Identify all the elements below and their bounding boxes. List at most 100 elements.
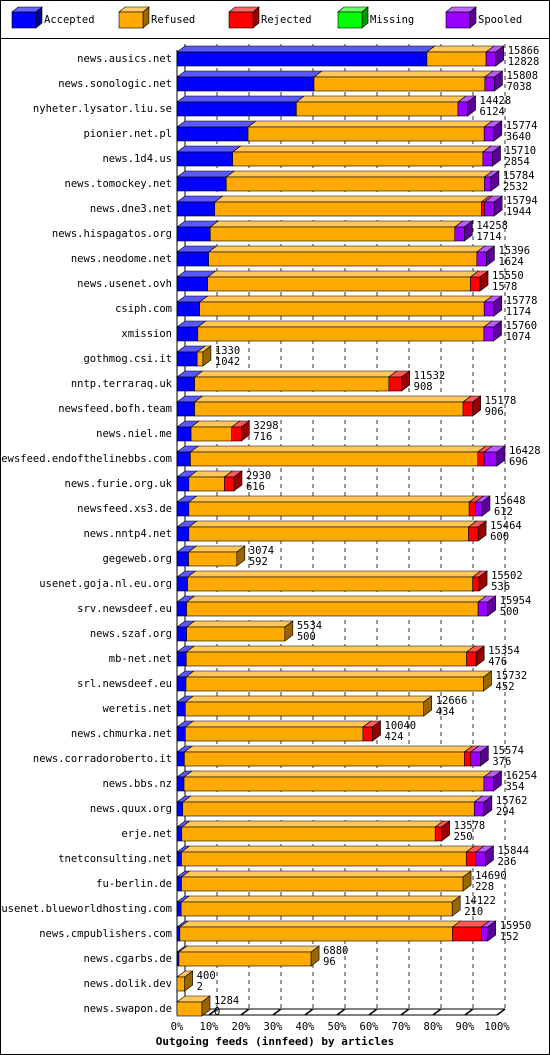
category-label: news.dolik.dev: [83, 978, 172, 990]
bar-segment: [483, 126, 495, 142]
total-label: 15464: [490, 520, 522, 532]
accepted-label: 424: [385, 731, 404, 743]
bar-side: [479, 270, 489, 292]
accepted-label: 236: [497, 856, 516, 868]
bar-side: [487, 595, 497, 617]
total-label: 3298: [253, 420, 278, 432]
bar-segment: [176, 326, 199, 342]
bar-segment: [176, 626, 187, 642]
accepted-label: 716: [253, 431, 272, 443]
total-label: 15550: [492, 270, 524, 282]
bar-segment: [176, 726, 186, 742]
bar-segment: [209, 226, 456, 242]
category-label: news.1d4.us: [102, 153, 172, 165]
bar-segment: [231, 426, 242, 442]
x-axis-label: Outgoing feeds (innfeed) by articles: [156, 1035, 394, 1048]
bar-segment: [465, 851, 477, 867]
total-label: 14258: [476, 220, 508, 232]
bar-side: [284, 620, 294, 642]
bar-top: [185, 620, 294, 628]
accepted-label: 210: [464, 906, 483, 918]
category-label: gegeweb.org: [102, 553, 172, 565]
bar-side: [464, 220, 473, 242]
category-label: newsfeed.endofthelinebbs.com: [0, 453, 172, 465]
total-label: 14428: [480, 95, 512, 107]
legend-swatch: [445, 11, 471, 29]
total-label: 15950: [500, 920, 532, 932]
bar-segment: [475, 851, 486, 867]
bar-segment: [176, 126, 249, 142]
x-tick-label: 90%: [456, 1021, 476, 1033]
bar-top: [176, 95, 306, 103]
total-label: 2930: [246, 470, 271, 482]
bar-segment: [225, 176, 485, 192]
bar-segment: [184, 751, 465, 767]
total-label: 5534: [297, 620, 322, 632]
bar-top: [187, 545, 246, 553]
bar-segment: [483, 776, 494, 792]
bar-top: [196, 320, 493, 328]
bar-segment: [485, 51, 497, 67]
accepted-label: 1578: [492, 281, 517, 293]
bar-side: [236, 545, 246, 567]
category-label: tnetconsulting.net: [58, 853, 172, 865]
bar-segment: [176, 76, 315, 92]
category-label: news.bbs.nz: [102, 778, 172, 790]
bar-top: [213, 195, 491, 203]
bar-side: [492, 145, 501, 167]
bar-segment: [176, 276, 209, 292]
legend-label: Refused: [151, 14, 195, 26]
total-label: 15354: [488, 645, 520, 657]
bar-side: [493, 195, 503, 217]
bar-side: [490, 170, 500, 192]
bar-top: [426, 45, 496, 53]
bar-segment: [208, 251, 478, 267]
accepted-label: 294: [496, 806, 515, 818]
bar-segment: [296, 101, 459, 117]
bar-side: [477, 520, 487, 542]
bar-side: [493, 770, 502, 792]
bar-side: [233, 470, 243, 492]
bar-segment: [176, 501, 190, 517]
total-label: 16254: [505, 770, 537, 782]
total-label: 15784: [503, 170, 535, 182]
bar-segment: [194, 401, 464, 417]
bar-segment: [176, 526, 190, 542]
bar-side: [423, 695, 433, 717]
category-label: news.dne3.net: [90, 203, 172, 215]
bar-segment: [199, 301, 485, 317]
total-label: 15954: [500, 595, 532, 607]
bar-top: [176, 120, 257, 128]
accepted-label: 2532: [503, 181, 528, 193]
bar-side: [462, 870, 472, 892]
accepted-label: 612: [494, 506, 513, 518]
bar-side: [481, 495, 491, 517]
bar-side: [483, 670, 492, 692]
bar-top: [184, 695, 433, 703]
accepted-label: 434: [436, 706, 455, 718]
total-label: 15866: [508, 45, 540, 57]
total-label: 15794: [506, 195, 538, 207]
total-label: 10040: [385, 720, 417, 732]
bar-top: [183, 770, 493, 778]
bar-segment: [472, 576, 480, 592]
bar-segment: [176, 451, 191, 467]
x-tick-label: 30%: [264, 1021, 284, 1033]
total-label: 14122: [464, 895, 496, 907]
total-label: 13578: [454, 820, 486, 832]
bar-segment: [176, 701, 186, 717]
bar-side: [487, 920, 497, 942]
category-label: news.niel.me: [96, 428, 172, 440]
bar-segment: [186, 626, 286, 642]
legend-label: Missing: [370, 14, 414, 26]
bar-top: [189, 445, 487, 453]
bar-segment: [176, 851, 182, 867]
bar-segment: [181, 876, 464, 892]
bar-top: [225, 170, 494, 178]
bar-side: [483, 795, 493, 817]
bar-segment: [224, 476, 235, 492]
category-label: pionier.net.pl: [83, 128, 172, 140]
bar-segment: [454, 226, 465, 242]
accepted-label: 696: [509, 456, 528, 468]
